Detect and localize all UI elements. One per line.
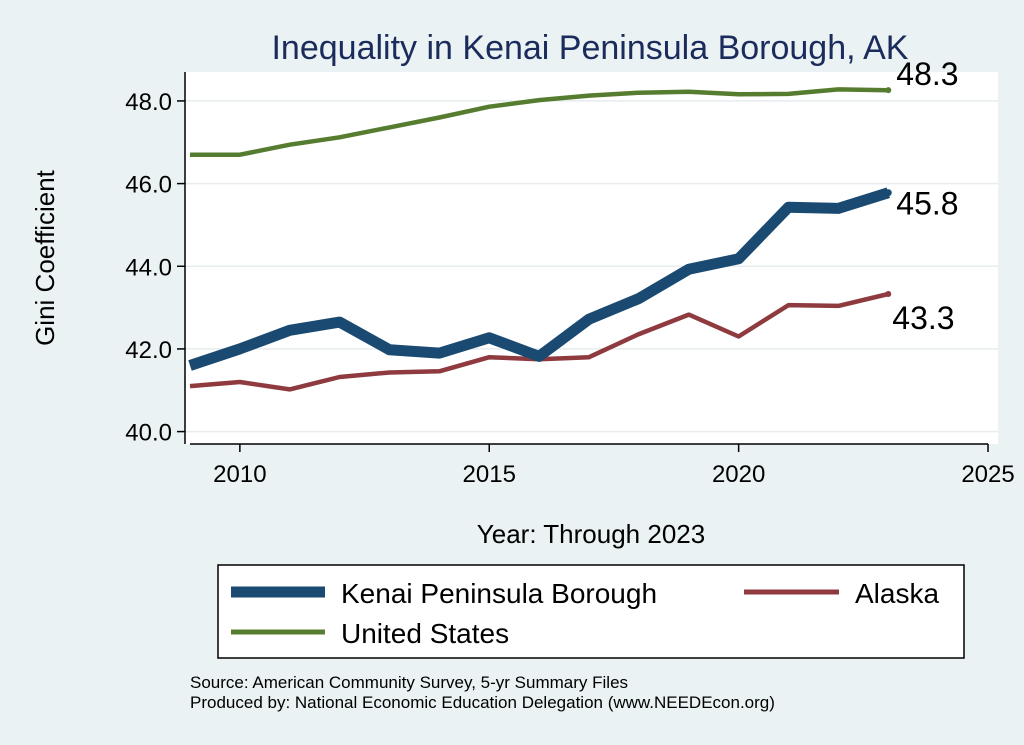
legend-box <box>217 564 965 659</box>
x-tick-label: 2010 <box>213 461 266 488</box>
y-tick-label: 48.0 <box>125 89 172 116</box>
end-label-layer: 45.8 43.3 48.3 <box>892 56 958 336</box>
x-axis-title: Year: Through 2023 <box>477 519 705 549</box>
legend-label-us: United States <box>341 618 509 649</box>
x-tick-label: 2025 <box>961 461 1014 488</box>
source-line-1: Source: American Community Survey, 5-yr … <box>190 673 628 692</box>
end-label-kenai: 45.8 <box>896 186 958 222</box>
legend: Kenai Peninsula Borough Alaska United St… <box>217 564 965 659</box>
end-label-alaska: 43.3 <box>892 300 954 336</box>
plot-area <box>185 72 998 444</box>
axis-layer: 40.0 42.0 44.0 46.0 48.0 2010 2015 2020 2025 <box>125 72 1015 488</box>
x-tick-label: 2020 <box>712 461 765 488</box>
y-axis-title: Gini Coefficient <box>30 169 60 346</box>
series-endpoint-kenai <box>884 189 892 197</box>
legend-label-kenai: Kenai Peninsula Borough <box>341 578 657 609</box>
end-label-us: 48.3 <box>896 56 958 92</box>
series-endpoint-alaska <box>885 290 892 297</box>
series-line-kenai <box>188 187 890 371</box>
y-tick-label: 40.0 <box>125 420 172 447</box>
series-layer <box>188 87 892 392</box>
chart-title: Inequality in Kenai Peninsula Borough, A… <box>271 29 908 67</box>
y-tick-label: 46.0 <box>125 172 172 199</box>
series-endpoint-us <box>885 87 892 94</box>
x-tick-label: 2015 <box>463 461 516 488</box>
series-line-us <box>190 87 889 157</box>
y-tick-label: 42.0 <box>125 337 172 364</box>
legend-label-alaska: Alaska <box>855 578 939 609</box>
y-tick-label: 44.0 <box>125 254 172 281</box>
source-line-2: Produced by: National Economic Education… <box>190 693 775 712</box>
grid-layer <box>185 100 998 433</box>
